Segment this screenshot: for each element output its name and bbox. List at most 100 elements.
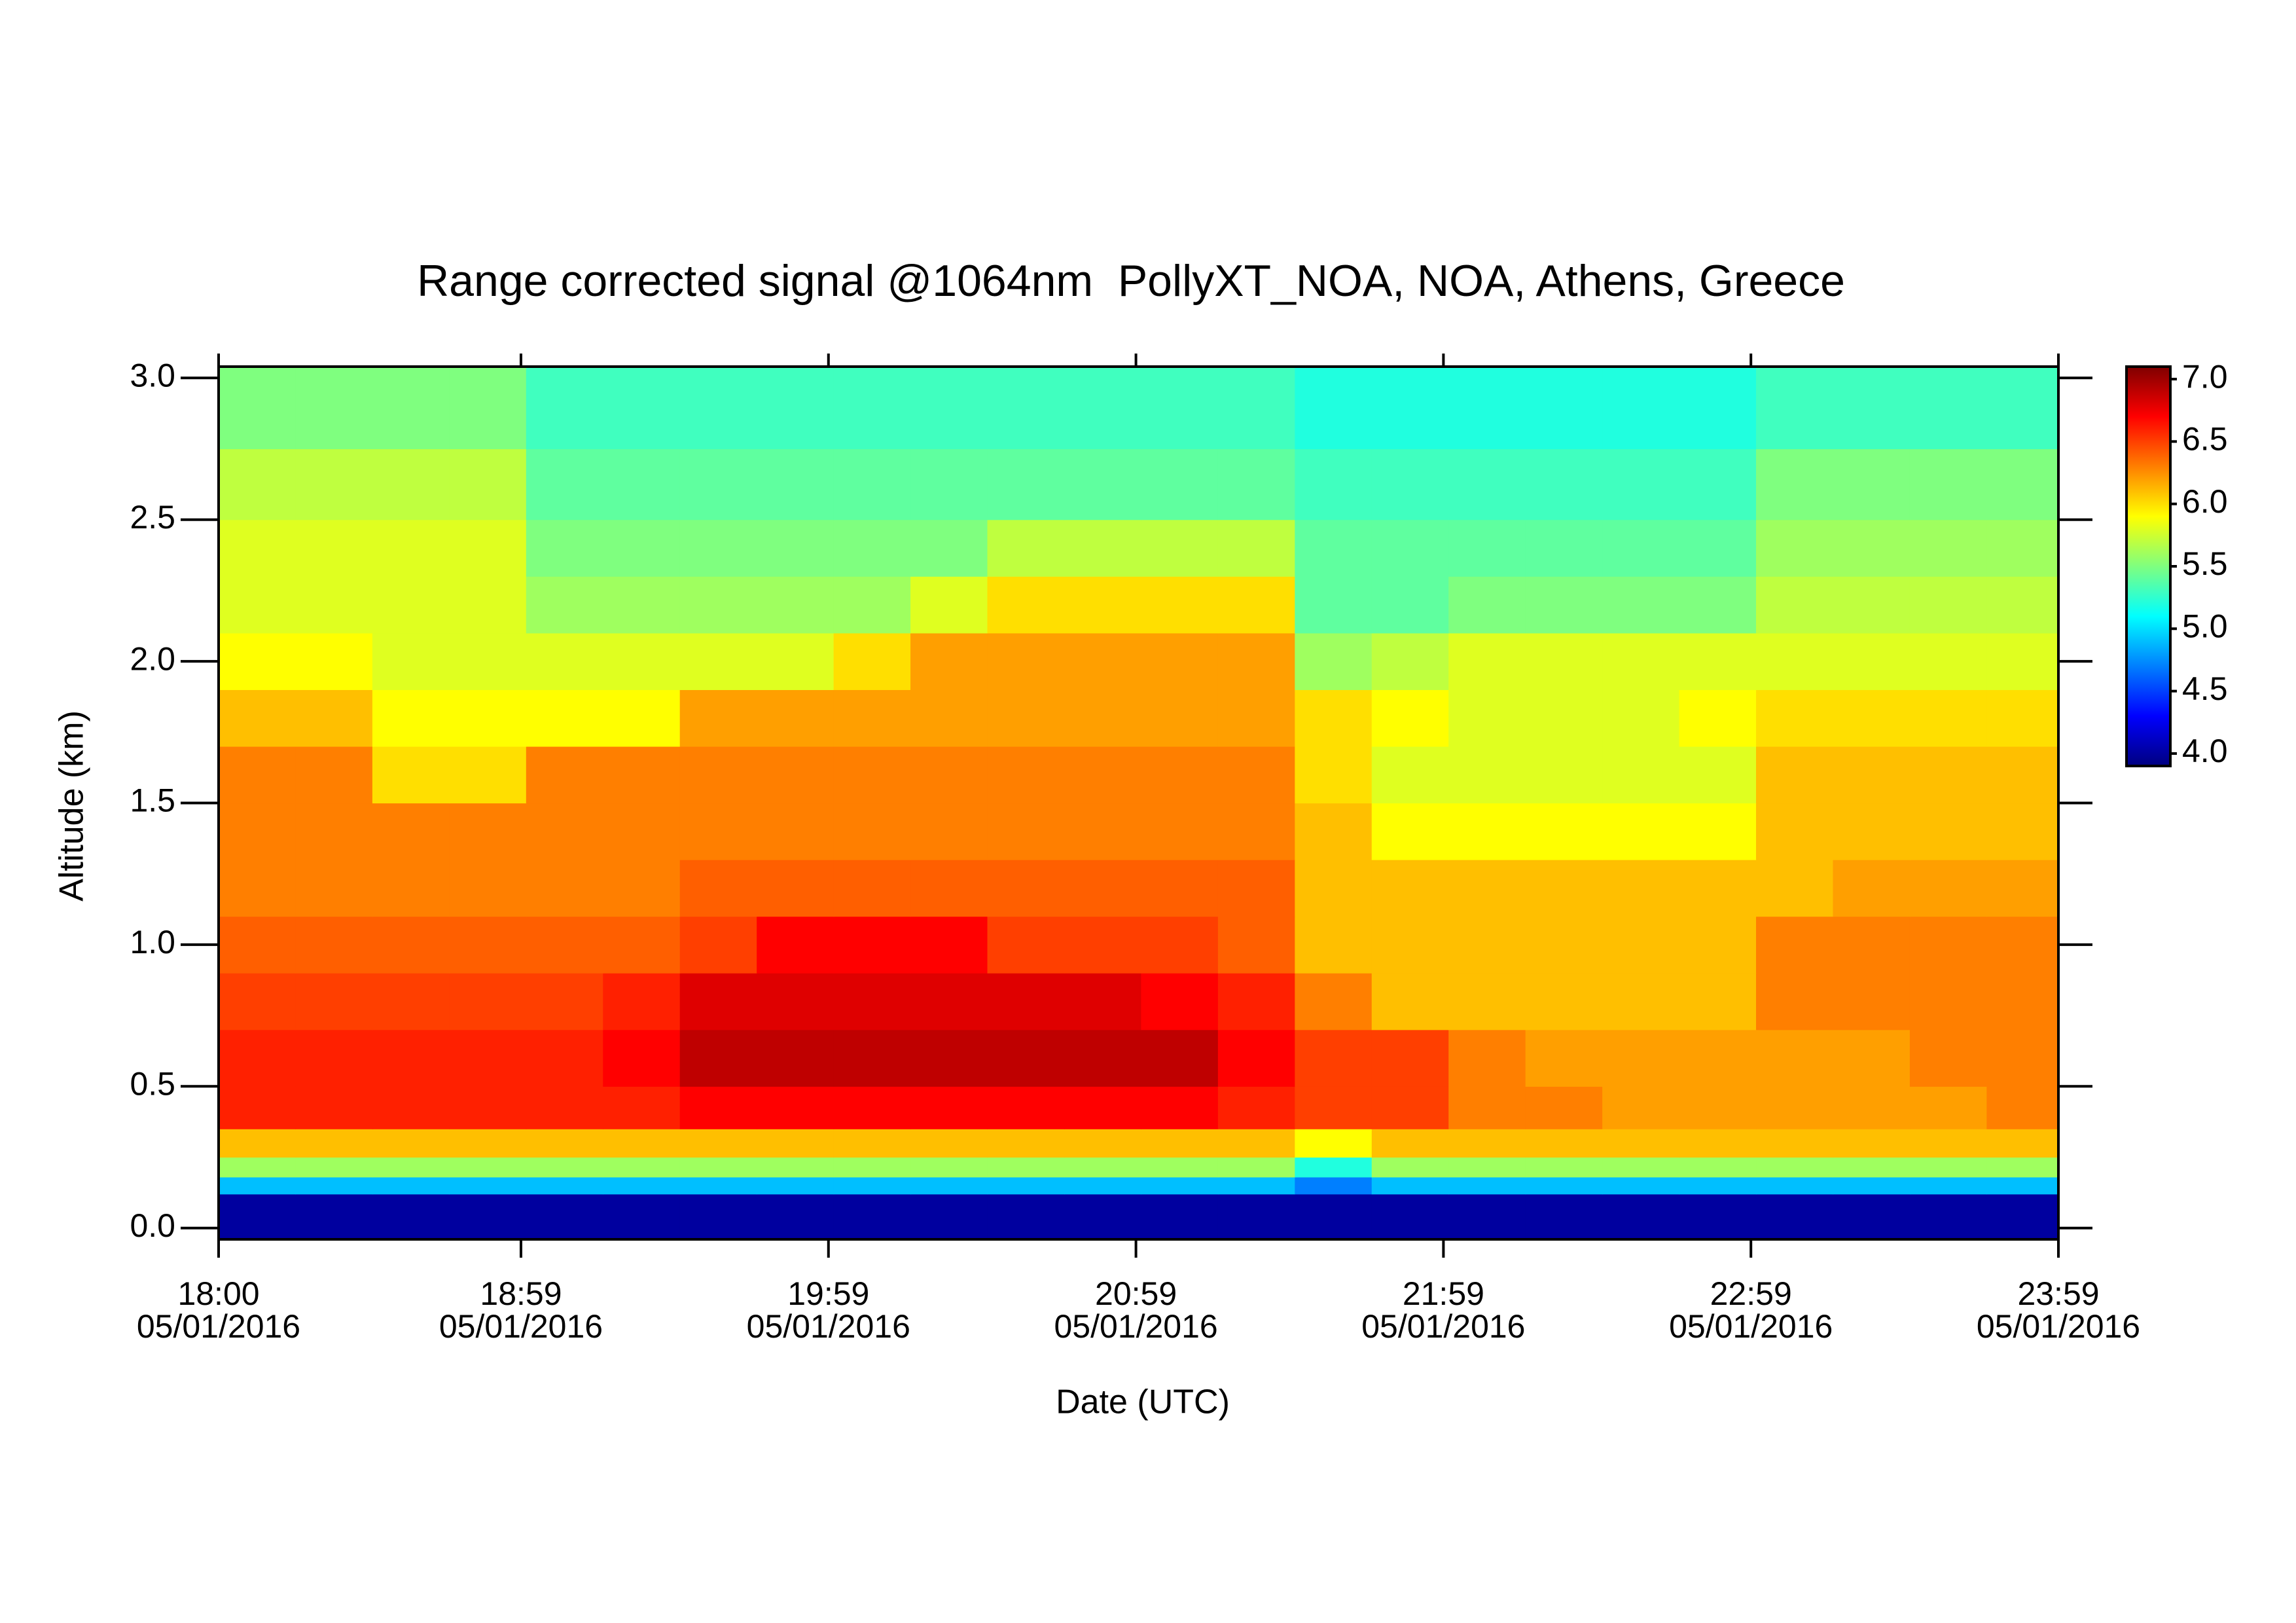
heatmap-cell xyxy=(757,916,834,974)
heatmap-cell xyxy=(1295,916,1372,974)
heatmap-cell xyxy=(1064,1029,1142,1087)
heatmap-cell xyxy=(1141,632,1219,690)
x-tick-label: 05/01/2016 xyxy=(1054,1308,1217,1345)
heatmap-cell xyxy=(1756,448,1834,520)
x-tick-label: 18:59 xyxy=(480,1275,562,1312)
heatmap-cell xyxy=(1833,367,1910,450)
x-tick-label: 21:59 xyxy=(1403,1275,1484,1312)
x-tick-label: 05/01/2016 xyxy=(1361,1308,1525,1345)
heatmap-cell xyxy=(219,1086,296,1129)
heatmap-cell xyxy=(1909,1194,1987,1240)
heatmap-cell xyxy=(449,1086,527,1129)
heatmap-cell xyxy=(1602,448,1680,520)
heatmap-cell xyxy=(1602,519,1680,577)
heatmap-cell xyxy=(603,1029,681,1087)
heatmap-cell xyxy=(1602,1176,1680,1195)
heatmap-cell xyxy=(372,576,450,634)
heatmap-cell xyxy=(1986,1129,2059,1158)
heatmap-cell xyxy=(372,1176,450,1195)
heatmap-cell xyxy=(1525,1029,1603,1087)
y-tick-label: 1.0 xyxy=(130,924,175,960)
heatmap-cell xyxy=(449,973,527,1030)
heatmap-cell xyxy=(1448,973,1526,1030)
heatmap-cell xyxy=(987,1157,1065,1178)
x-tick-label: 05/01/2016 xyxy=(137,1308,300,1345)
heatmap-cell xyxy=(1833,632,1910,690)
heatmap-cell xyxy=(1756,916,1834,974)
heatmap-cell xyxy=(987,689,1065,747)
heatmap-cell xyxy=(757,1129,834,1158)
heatmap-cell xyxy=(219,916,296,974)
heatmap-cell xyxy=(1756,1176,1834,1195)
heatmap-cell xyxy=(910,1129,988,1158)
heatmap-cell xyxy=(679,1176,757,1195)
heatmap-cell xyxy=(1064,916,1142,974)
heatmap-cell xyxy=(1525,860,1603,917)
heatmap-cell xyxy=(833,1157,911,1178)
heatmap-cell xyxy=(1525,1086,1603,1129)
heatmap-cell xyxy=(1295,1086,1372,1129)
heatmap-cell xyxy=(1448,746,1526,804)
heatmap-cell xyxy=(1217,689,1295,747)
heatmap-cell xyxy=(833,576,911,634)
heatmap-cell xyxy=(679,1029,757,1087)
heatmap-cell xyxy=(1909,1029,1987,1087)
heatmap-cell xyxy=(372,746,450,804)
heatmap-cell xyxy=(295,1194,373,1240)
heatmap-cell xyxy=(526,1029,603,1087)
heatmap-cell xyxy=(603,916,681,974)
heatmap-cell xyxy=(1909,746,1987,804)
heatmap-cell xyxy=(1141,916,1219,974)
heatmap-cell xyxy=(1448,1194,1526,1240)
heatmap-cell xyxy=(372,1029,450,1087)
heatmap-cell xyxy=(1064,367,1142,450)
heatmap-cell xyxy=(1448,689,1526,747)
heatmap-cell xyxy=(1986,916,2059,974)
heatmap-cell xyxy=(910,1194,988,1240)
heatmap-cell xyxy=(679,1129,757,1158)
heatmap-cell xyxy=(372,803,450,860)
heatmap-cell xyxy=(1525,916,1603,974)
heatmap-cell xyxy=(372,1194,450,1240)
heatmap-cell xyxy=(833,689,911,747)
heatmap-cell xyxy=(1141,1176,1219,1195)
heatmap-cell xyxy=(1141,1194,1219,1240)
heatmap-cell xyxy=(219,746,296,804)
heatmap-cell xyxy=(219,973,296,1030)
heatmap-cell xyxy=(1756,1086,1834,1129)
heatmap-cell xyxy=(987,1029,1065,1087)
heatmap-cell xyxy=(1756,1157,1834,1178)
heatmap-cell xyxy=(1602,973,1680,1030)
heatmap-cell xyxy=(603,1157,681,1178)
heatmap-cell xyxy=(449,746,527,804)
heatmap-cell xyxy=(1525,448,1603,520)
heatmap-cell xyxy=(1833,916,1910,974)
heatmap-cell xyxy=(679,689,757,747)
axes: 0.00.51.01.52.02.53.018:0005/01/201618:5… xyxy=(130,354,2228,1345)
heatmap-cell xyxy=(1602,1129,1680,1158)
heatmap-cell xyxy=(1448,519,1526,577)
heatmap-cell xyxy=(603,746,681,804)
heatmap-cell xyxy=(1141,1129,1219,1158)
heatmap-cell xyxy=(1986,519,2059,577)
heatmap-cell xyxy=(1525,519,1603,577)
heatmap-cell xyxy=(1371,519,1449,577)
heatmap-cell xyxy=(526,632,603,690)
heatmap-cell xyxy=(757,367,834,450)
heatmap-cell xyxy=(1909,1157,1987,1178)
heatmap-cell xyxy=(679,519,757,577)
heatmap-cell xyxy=(1602,367,1680,450)
colorbar-tick-label: 6.0 xyxy=(2182,483,2228,520)
y-tick-label: 1.5 xyxy=(130,782,175,819)
heatmap-cell xyxy=(1525,973,1603,1030)
heatmap-cell xyxy=(1295,1029,1372,1087)
heatmap-cell xyxy=(526,916,603,974)
heatmap-cell xyxy=(757,1176,834,1195)
heatmap-cell xyxy=(449,632,527,690)
heatmap-cell xyxy=(987,803,1065,860)
heatmap-cell xyxy=(1756,689,1834,747)
colorbar-tick-label: 4.5 xyxy=(2182,670,2228,707)
heatmap-cell xyxy=(1756,576,1834,634)
